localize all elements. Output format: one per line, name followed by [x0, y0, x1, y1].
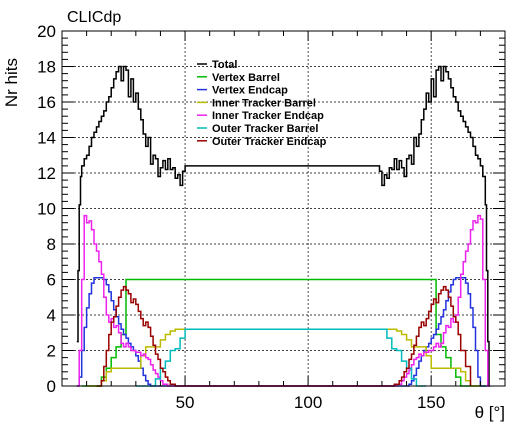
y-tick-label: 0	[47, 377, 56, 396]
legend-label-inner-tracker-barrel: Inner Tracker Barrel	[212, 97, 316, 109]
y-tick-label: 2	[47, 342, 56, 361]
legend-label-total: Total	[212, 59, 237, 71]
legend-label-vertex-endcap: Vertex Endcap	[212, 85, 288, 97]
series-line-vertex-endcap	[76, 276, 488, 387]
series-line-outer-tracker-barrel	[135, 328, 427, 387]
x-axis-title: θ [°]	[475, 403, 505, 422]
y-tick-label: 10	[37, 200, 56, 219]
y-tick-label: 16	[37, 93, 56, 112]
x-tick-label: 50	[176, 393, 195, 412]
x-tick-label: 150	[417, 393, 445, 412]
legend-label-outer-tracker-endcap: Outer Tracker Endcap	[212, 136, 327, 148]
legend-label-outer-tracker-barrel: Outer Tracker Barrel	[212, 123, 318, 135]
y-tick-label: 14	[37, 129, 56, 148]
y-tick-label: 18	[37, 58, 56, 77]
y-tick-label: 20	[37, 22, 56, 41]
y-tick-label: 4	[47, 306, 56, 325]
y-tick-label: 6	[47, 271, 56, 290]
y-tick-label: 8	[47, 235, 56, 254]
axis-ticks: 50 100 150 0 2 4 6 8 10 12 14 16 18 20	[37, 22, 506, 412]
y-tick-label: 12	[37, 164, 56, 183]
legend-label-inner-tracker-endcap: Inner Tracker Endcap	[212, 110, 324, 122]
series-line-outer-tracker-endcap	[96, 285, 472, 387]
chart-label: CLICdp	[67, 9, 121, 26]
y-axis-title: Nr hits	[2, 58, 21, 107]
series-line-total	[76, 65, 491, 387]
x-tick-label: 100	[294, 393, 322, 412]
series-line-vertex-barrel	[81, 278, 486, 387]
legend-label-vertex-barrel: Vertex Barrel	[212, 72, 280, 84]
